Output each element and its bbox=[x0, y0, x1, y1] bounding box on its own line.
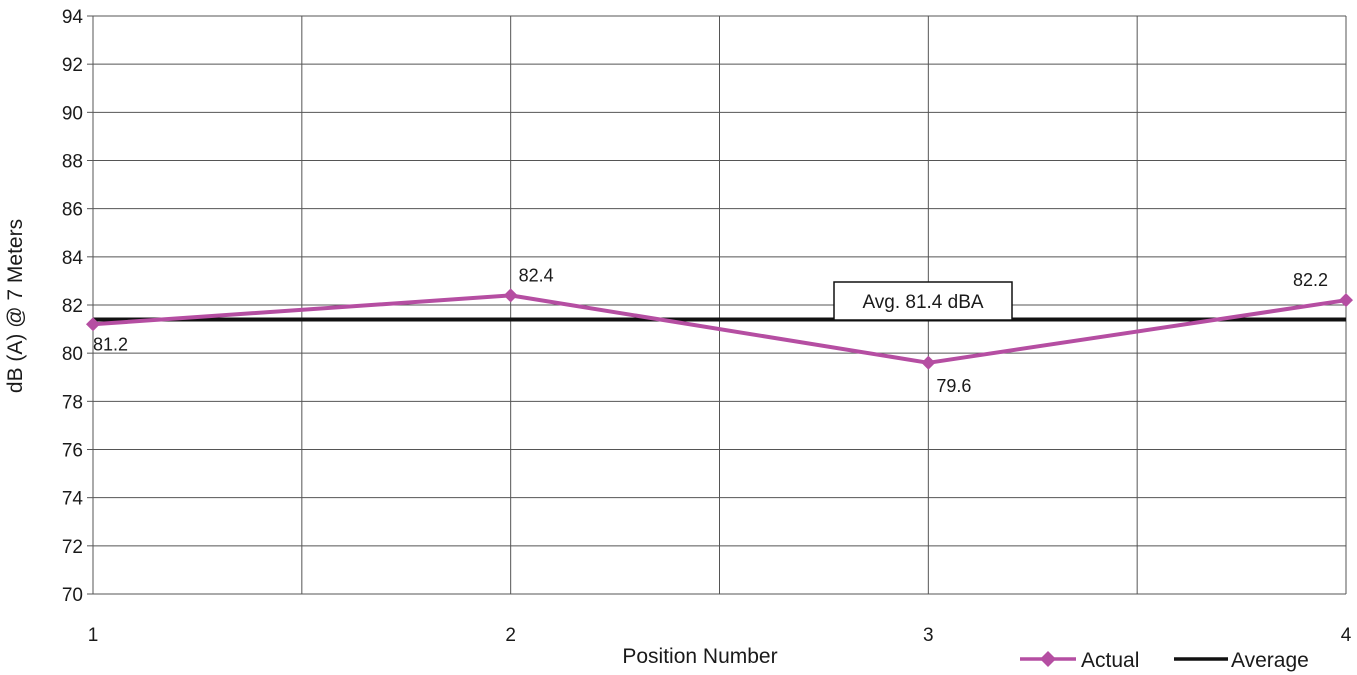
tick-labels: 70 72 74 76 78 80 82 84 86 88 90 92 94 1 2 3 4 bbox=[62, 7, 1352, 646]
y-tick-label: 88 bbox=[62, 152, 83, 173]
y-tick-label: 84 bbox=[62, 248, 84, 269]
legend-average-label: Average bbox=[1231, 649, 1309, 672]
actual-data-point bbox=[503, 288, 518, 303]
x-tick-label: 1 bbox=[88, 625, 99, 646]
legend-actual-label: Actual bbox=[1081, 649, 1139, 672]
x-tick-label: 3 bbox=[923, 625, 934, 646]
grid bbox=[87, 15, 1347, 595]
y-tick-label: 94 bbox=[62, 7, 84, 28]
y-tick-label: 74 bbox=[62, 489, 84, 510]
y-tick-label: 76 bbox=[62, 441, 83, 462]
x-tick-label: 4 bbox=[1341, 625, 1352, 646]
average-annotation: Avg. 81.4 dBA bbox=[833, 281, 1013, 321]
y-tick-label: 82 bbox=[62, 296, 83, 317]
average-annotation-text: Avg. 81.4 dBA bbox=[862, 292, 983, 313]
series: 81.2 82.4 79.6 82.2 bbox=[86, 265, 1353, 396]
y-tick-label: 72 bbox=[62, 537, 83, 558]
legend-actual-marker bbox=[1040, 651, 1056, 667]
actual-data-label: 79.6 bbox=[936, 376, 971, 396]
actual-data-point bbox=[1339, 293, 1353, 308]
x-tick-label: 2 bbox=[505, 625, 516, 646]
actual-data-point bbox=[921, 355, 936, 370]
average-annotation-box bbox=[833, 281, 1013, 321]
y-tick-label: 70 bbox=[62, 585, 83, 606]
y-tick-label: 78 bbox=[62, 392, 83, 413]
legend: Actual Average bbox=[1020, 649, 1309, 672]
actual-data-point bbox=[86, 317, 100, 332]
y-tick-label: 86 bbox=[62, 200, 83, 221]
actual-data-label: 82.2 bbox=[1293, 270, 1328, 290]
actual-data-label: 81.2 bbox=[93, 334, 128, 354]
actual-series-line bbox=[92, 293, 1347, 365]
y-tick-label: 80 bbox=[62, 344, 83, 365]
x-axis-title: Position Number bbox=[622, 645, 777, 668]
y-tick-label: 92 bbox=[62, 55, 83, 76]
y-axis-title: dB (A) @ 7 Meters bbox=[4, 219, 27, 393]
actual-data-label: 82.4 bbox=[519, 265, 554, 285]
y-tick-label: 90 bbox=[62, 103, 83, 124]
